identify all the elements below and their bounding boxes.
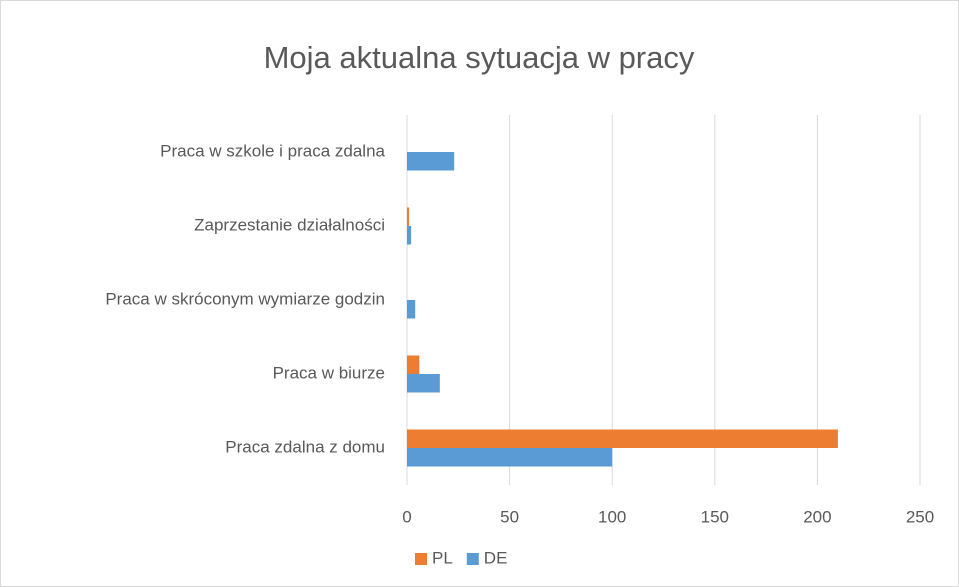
bar (407, 207, 410, 226)
bar (407, 152, 455, 171)
legend-label: DE (484, 548, 508, 567)
bar (407, 429, 838, 448)
bar (407, 226, 412, 245)
x-tick-label: 100 (598, 507, 626, 526)
x-tick-label: 150 (701, 507, 729, 526)
y-tick-label: Zaprzestanie działalności (194, 215, 385, 234)
bar (407, 374, 440, 393)
y-tick-label: Praca w biurze (273, 363, 385, 382)
y-tick-label: Praca w skróconym wymiarze godzin (105, 289, 385, 308)
y-tick-label: Praca zdalna z domu (225, 437, 385, 456)
legend-label: PL (432, 548, 453, 567)
x-tick-label: 50 (500, 507, 519, 526)
x-tick-label: 0 (402, 507, 411, 526)
legend-swatch (415, 553, 427, 565)
chart-title: Moja aktualna sytuacja w pracy (264, 40, 695, 75)
x-tick-label: 200 (803, 507, 831, 526)
bar (407, 448, 613, 467)
x-tick-label: 250 (906, 507, 934, 526)
bar (407, 355, 420, 374)
bar (407, 300, 416, 319)
legend-swatch (466, 553, 479, 565)
y-tick-label: Praca w szkole i praca zdalna (160, 141, 385, 160)
